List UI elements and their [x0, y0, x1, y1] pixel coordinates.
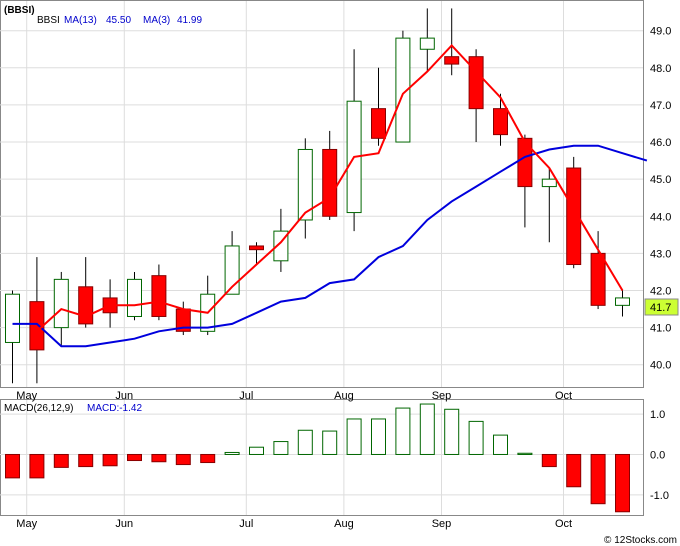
price-y-tick-labels: 40.0 41.0 42.0 43.0 44.0 45.0 46.0 47.0 48.0 49.0: [650, 26, 671, 372]
candle-body: [615, 297, 630, 306]
macd-panel-frame: [0, 399, 644, 516]
price-y-tick-label: 42.0: [650, 286, 671, 298]
price-y-tick-label: 44.0: [650, 211, 671, 223]
x-tick-label: Sep: [432, 390, 452, 402]
macd-y-tick-label: 1.0: [650, 409, 665, 421]
x-tick-label: Oct: [555, 518, 572, 530]
legend-symbol: (BBSI): [4, 5, 35, 16]
macd-bar: [53, 453, 69, 468]
macd-bar: [371, 418, 386, 455]
x-tick-label: Jun: [115, 390, 133, 402]
candle-body: [127, 278, 142, 317]
macd-bar: [175, 453, 191, 466]
macd-bar: [5, 453, 20, 479]
macd-bar: [346, 418, 362, 455]
price-y-tick-label: 47.0: [650, 100, 671, 112]
candle-body: [493, 108, 508, 136]
moving-average-lines: [12, 44, 648, 348]
footer-credit: © 12Stocks.com: [604, 535, 677, 546]
macd-bar: [273, 441, 289, 455]
macd-bar: [224, 451, 240, 455]
price-y-tick-label: 40.0: [650, 360, 671, 372]
macd-bar: [249, 446, 264, 455]
candle-body: [322, 148, 338, 217]
macd-bar: [444, 408, 460, 455]
price-y-tick-label: 49.0: [650, 26, 671, 38]
macd-bar: [297, 429, 313, 455]
price-grid: [0, 1, 643, 387]
candle-body: [590, 252, 606, 306]
legend-ma13-label: MA(13): [64, 15, 97, 26]
candle-body: [395, 37, 411, 143]
macd-bar: [419, 403, 435, 455]
macd-bar: [541, 453, 557, 468]
macd-bar: [127, 453, 142, 462]
price-y-tick-label: 46.0: [650, 137, 671, 149]
macd-bar: [102, 453, 118, 467]
candle-body: [5, 293, 20, 343]
ma3-line: [36, 44, 624, 333]
candle-body: [297, 148, 313, 221]
x-tick-label: Sep: [432, 518, 452, 530]
x-tick-label: Jul: [239, 390, 253, 402]
ma13-line: [12, 144, 648, 348]
macd-legend-value: MACD:-1.42: [87, 403, 142, 414]
candle-body: [468, 56, 484, 110]
candle-body: [224, 245, 240, 295]
macd-bar: [200, 453, 216, 464]
legend-ma3-label: MA(3): [143, 15, 170, 26]
x-tick-label: Jul: [239, 518, 253, 530]
x-tick-label: Oct: [555, 390, 572, 402]
price-y-tick-label: 45.0: [650, 174, 671, 186]
x-tick-label: Jun: [115, 518, 133, 530]
candle-body: [78, 286, 94, 325]
candle-body: [444, 56, 460, 65]
macd-bar: [29, 453, 45, 479]
candle-body: [249, 245, 264, 251]
x-tick-label: May: [16, 390, 37, 402]
macd-bar: [590, 453, 606, 505]
macd-bar: [151, 453, 167, 463]
macd-bar: [468, 420, 484, 455]
macd-legend-label: MACD(26,12,9): [4, 403, 73, 414]
legend-ma3-value: 41.99: [177, 15, 202, 26]
price-y-tick-label: 41.0: [650, 323, 671, 335]
candle-body: [371, 108, 386, 139]
macd-bar: [493, 434, 508, 455]
legend-symbol-line: BBSI: [37, 15, 60, 26]
candlestick-series: [5, 8, 630, 384]
macd-y-tick-label: -1.0: [650, 490, 669, 502]
price-y-tick-label: 43.0: [650, 248, 671, 260]
x-tick-label: Aug: [334, 518, 354, 530]
macd-bar: [566, 453, 582, 488]
candle-body: [541, 178, 557, 188]
macd-bar: [517, 452, 533, 455]
x-tick-label: Aug: [334, 390, 354, 402]
macd-histogram: [5, 403, 630, 513]
macd-bar: [395, 407, 411, 455]
price-y-tick-label: 48.0: [650, 63, 671, 75]
candle-body: [566, 167, 582, 266]
candle-body: [53, 278, 69, 329]
price-panel-frame: [0, 0, 644, 388]
candle-body: [517, 137, 533, 188]
macd-bar: [615, 453, 630, 513]
last-price-tag: [644, 298, 679, 316]
macd-bar: [322, 430, 338, 455]
macd-bar: [78, 453, 94, 468]
x-axis-labels: May May Jun Jun Jul Jul Aug Aug Sep Sep Oct Oct: [16, 390, 572, 530]
macd-y-tick-label: 0.0: [650, 449, 665, 461]
x-tick-label: May: [16, 518, 37, 530]
candle-body: [151, 275, 167, 317]
candle-body: [419, 37, 435, 50]
macd-y-tick-labels: -1.0 0.0 1.0: [650, 409, 669, 502]
legend-ma13-value: 45.50: [106, 15, 131, 26]
last-price-label: 41.7: [650, 302, 671, 314]
